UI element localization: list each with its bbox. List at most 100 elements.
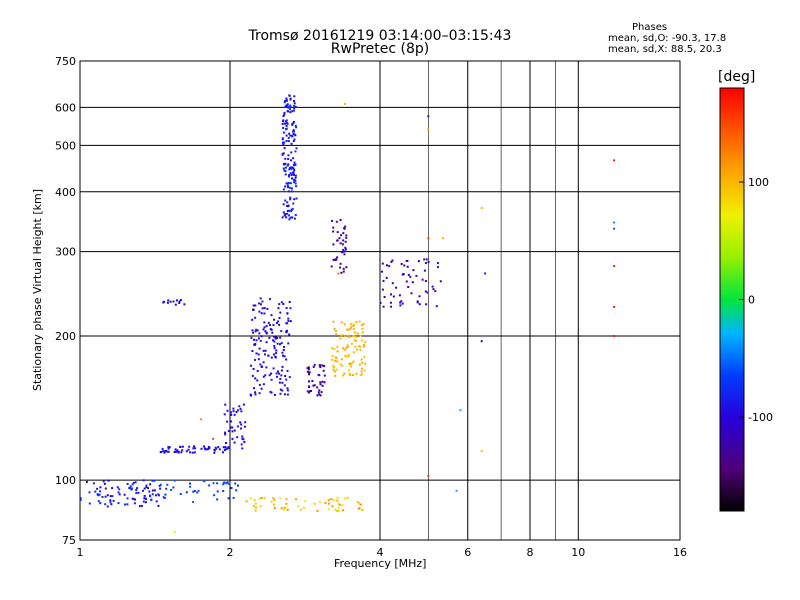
data-point: [97, 500, 100, 503]
data-point: [143, 497, 146, 500]
data-point: [346, 344, 349, 347]
data-point: [138, 505, 141, 508]
data-point: [235, 489, 238, 492]
data-point: [224, 431, 227, 434]
y-tick-label: 100: [55, 474, 76, 487]
data-point: [439, 280, 442, 283]
data-point: [484, 272, 487, 275]
data-point: [254, 377, 257, 380]
data-point: [284, 213, 287, 215]
data-point: [292, 133, 295, 135]
data-point: [230, 420, 233, 423]
data-point: [183, 303, 186, 306]
data-point: [299, 508, 302, 511]
data-point: [268, 324, 271, 326]
data-point: [294, 150, 297, 153]
data-point: [282, 167, 285, 170]
data-point: [364, 341, 367, 343]
data-point: [192, 447, 195, 450]
data-point: [307, 368, 310, 371]
data-point: [256, 329, 259, 332]
data-point: [193, 445, 196, 448]
data-point: [352, 360, 355, 363]
data-point: [362, 344, 365, 346]
data-point: [333, 328, 336, 331]
data-point: [381, 262, 384, 265]
data-point: [110, 503, 113, 506]
data-point: [316, 394, 319, 397]
y-tick-label: 400: [55, 186, 76, 199]
data-point: [292, 171, 294, 174]
data-point: [336, 509, 339, 512]
data-point: [360, 374, 363, 376]
data-point: [297, 505, 300, 508]
data-point: [295, 147, 298, 150]
data-point: [289, 134, 292, 137]
data-point: [281, 153, 284, 156]
data-point: [142, 500, 145, 503]
data-point: [312, 365, 315, 368]
x-axis-label: Frequency [MHz]: [334, 557, 427, 570]
data-point: [293, 133, 296, 136]
data-point: [271, 331, 274, 334]
data-point: [189, 451, 192, 454]
data-point: [355, 336, 358, 339]
data-point: [151, 493, 154, 496]
data-point: [293, 95, 296, 98]
data-point: [328, 502, 330, 505]
data-point: [327, 499, 330, 502]
data-point: [320, 391, 323, 394]
data-point: [94, 490, 97, 493]
data-point: [284, 99, 287, 102]
data-point: [336, 239, 339, 242]
data-point: [286, 105, 289, 108]
data-point: [286, 322, 289, 325]
colorbar-tick-label: -100: [748, 411, 773, 424]
x-tick-label: 16: [673, 546, 687, 559]
data-point: [230, 487, 233, 489]
data-point: [295, 498, 298, 501]
data-point: [288, 168, 291, 171]
data-point: [144, 498, 147, 501]
data-point: [417, 260, 420, 263]
data-point: [427, 128, 430, 131]
data-point: [286, 508, 289, 511]
data-point: [293, 173, 295, 176]
data-point: [307, 366, 310, 369]
data-point: [290, 167, 293, 170]
data-point: [281, 381, 284, 384]
data-point: [283, 113, 286, 116]
data-point: [335, 356, 338, 359]
y-tick-label: 500: [55, 139, 76, 152]
data-point: [293, 181, 296, 184]
data-point: [232, 407, 235, 410]
data-point: [334, 359, 337, 362]
data-point: [134, 498, 136, 501]
data-point: [212, 437, 215, 440]
data-point: [360, 370, 363, 373]
data-point: [239, 421, 242, 424]
data-point: [205, 448, 208, 451]
data-point: [281, 137, 284, 140]
data-point: [361, 331, 364, 334]
data-point: [316, 509, 319, 512]
data-point: [106, 494, 109, 497]
data-point: [159, 487, 162, 490]
data-point: [224, 403, 227, 406]
data-point: [275, 336, 277, 339]
data-point: [279, 378, 282, 380]
data-point: [342, 232, 345, 235]
data-point: [174, 303, 177, 306]
data-point: [292, 202, 295, 205]
data-point: [103, 482, 106, 485]
data-point: [258, 347, 261, 350]
data-point: [129, 487, 132, 489]
data-point: [243, 441, 246, 443]
data-point: [254, 502, 257, 505]
data-point: [135, 489, 138, 492]
data-point: [172, 300, 175, 303]
data-point: [332, 226, 335, 229]
data-point: [263, 321, 266, 324]
data-point: [279, 388, 282, 391]
data-point: [180, 451, 183, 454]
